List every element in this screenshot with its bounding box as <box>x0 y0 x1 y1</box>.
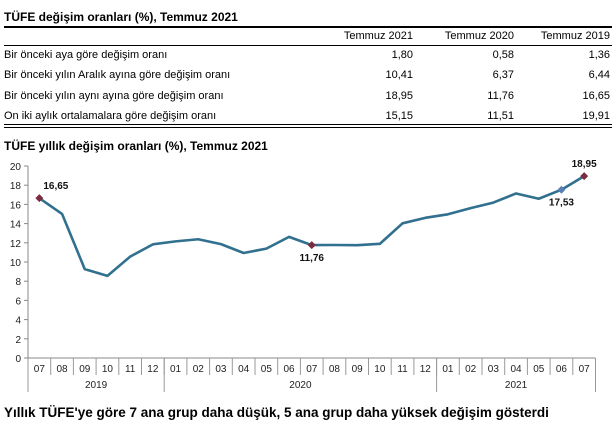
y-tick-label: 14 <box>10 220 22 231</box>
x-tick-label: 12 <box>420 364 432 375</box>
x-tick-label: 04 <box>510 364 522 375</box>
table-bottom-rule <box>4 127 612 128</box>
table-cell: 16,65 <box>582 90 610 102</box>
x-tick-label: 03 <box>488 364 500 375</box>
y-tick-label: 0 <box>15 354 21 365</box>
y-tick-label: 20 <box>10 162 22 173</box>
table-cell: 11,51 <box>487 110 514 122</box>
table-cell: 10,41 <box>385 69 413 81</box>
row-label: Bir önceki yılın aynı ayına göre değişim… <box>4 90 224 102</box>
table-cell: 6,44 <box>588 69 610 81</box>
x-tick-label: 07 <box>579 364 591 375</box>
table-title: TÜFE değişim oranları (%), Temmuz 2021 <box>4 10 238 24</box>
x-tick-label: 11 <box>125 364 136 375</box>
headline: Yıllık TÜFE'ye göre 7 ana grup daha düşü… <box>4 405 549 420</box>
data-label: 16,65 <box>43 181 68 192</box>
x-tick-label: 11 <box>397 364 408 375</box>
annotation-marker <box>35 194 44 203</box>
x-tick-label: 06 <box>283 364 295 375</box>
data-label: 17,53 <box>549 198 574 209</box>
row-label: Bir önceki aya göre değişim oranı <box>4 49 168 61</box>
x-tick-label: 09 <box>79 364 91 375</box>
table-cell: 1,36 <box>588 49 610 61</box>
table-cell: 1,80 <box>391 49 413 61</box>
table-cell: 18,95 <box>385 90 413 102</box>
y-tick-label: 12 <box>10 239 22 250</box>
x-tick-label: 04 <box>238 364 250 375</box>
table-bottom-rule <box>4 124 612 125</box>
x-tick-label: 01 <box>170 364 182 375</box>
table-cell: 11,76 <box>487 90 514 102</box>
year-label: 2021 <box>505 380 528 391</box>
x-tick-label: 02 <box>465 364 477 375</box>
x-tick-label: 02 <box>193 364 205 375</box>
x-tick-label: 05 <box>533 364 545 375</box>
x-tick-label: 08 <box>329 364 341 375</box>
table-cell: 19,91 <box>582 110 610 122</box>
y-tick-label: 8 <box>15 277 21 288</box>
data-label: 18,95 <box>572 159 597 170</box>
x-tick-label: 12 <box>147 364 159 375</box>
y-tick-label: 16 <box>10 200 22 211</box>
y-tick-label: 4 <box>15 316 21 327</box>
x-tick-label: 01 <box>442 364 454 375</box>
data-label: 11,76 <box>300 253 325 264</box>
annotation-marker <box>307 241 316 250</box>
table-cell: 0,58 <box>492 49 514 61</box>
x-tick-label: 03 <box>215 364 227 375</box>
year-label: 2020 <box>289 380 312 391</box>
y-tick-label: 18 <box>10 181 22 192</box>
header-rule <box>4 45 612 46</box>
y-tick-label: 6 <box>15 296 21 307</box>
column-header: Temmuz 2020 <box>444 30 514 42</box>
x-tick-label: 08 <box>56 364 68 375</box>
x-tick-label: 07 <box>306 364 318 375</box>
annotation-marker <box>557 185 566 194</box>
y-tick-label: 2 <box>15 335 21 346</box>
x-tick-label: 05 <box>261 364 273 375</box>
table-cell: 6,37 <box>492 69 514 81</box>
column-header: Temmuz 2019 <box>540 30 610 42</box>
x-tick-label: 09 <box>352 364 364 375</box>
y-tick-label: 10 <box>10 258 22 269</box>
table-top-rule <box>4 26 612 28</box>
x-tick-label: 07 <box>34 364 46 375</box>
x-tick-label: 10 <box>374 364 386 375</box>
table-cell: 15,15 <box>385 110 413 122</box>
x-tick-label: 06 <box>556 364 568 375</box>
chart-title: TÜFE yıllık değişim oranları (%), Temmuz… <box>4 139 268 153</box>
annotation-marker <box>580 172 589 181</box>
year-label: 2019 <box>85 380 108 391</box>
row-label: Bir önceki yılın Aralık ayına göre değiş… <box>4 69 231 81</box>
column-header: Temmuz 2021 <box>343 30 413 42</box>
row-label: On iki aylık ortalamalara göre değişim o… <box>4 110 217 122</box>
x-tick-label: 10 <box>102 364 114 375</box>
